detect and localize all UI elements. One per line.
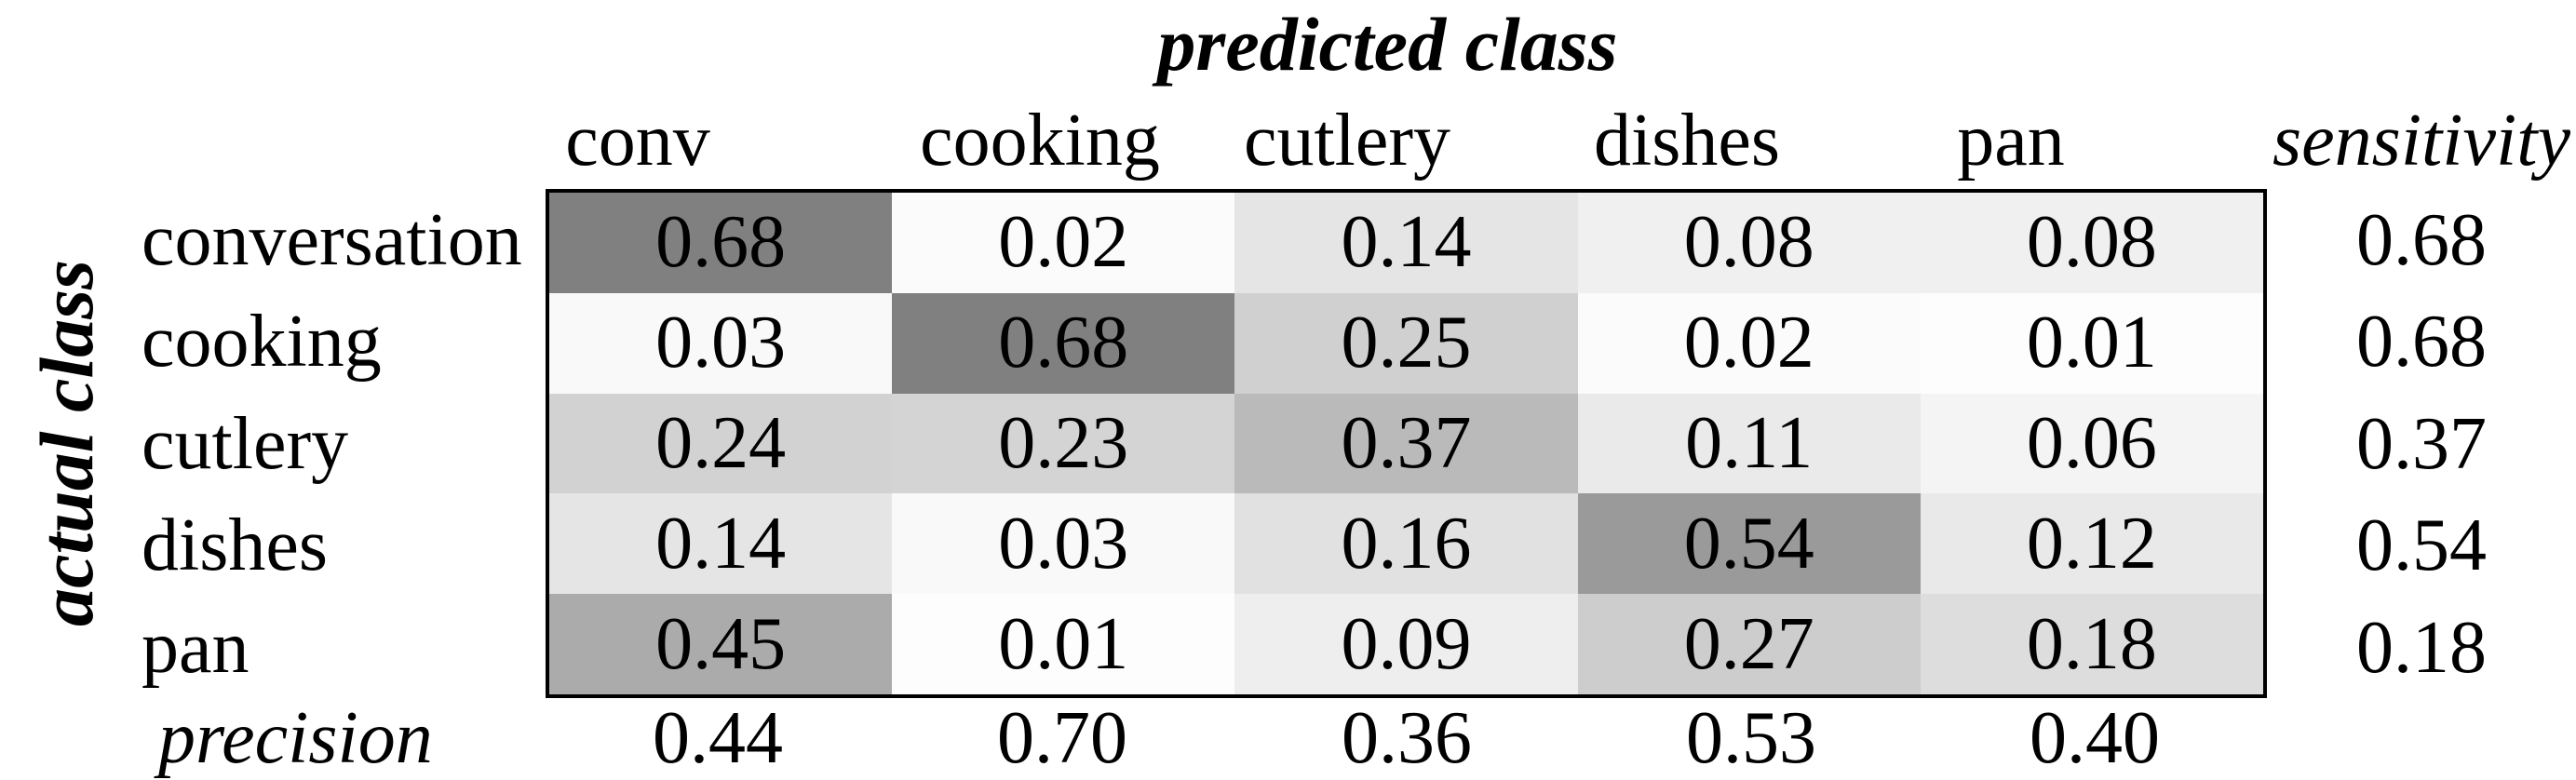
actual-class-axis-title: actual class [24, 259, 109, 627]
row-label-conversation: conversation [142, 198, 522, 281]
precision-value-conv: 0.44 [653, 696, 783, 779]
matrix-cell-r1c0: 0.03 [549, 292, 893, 394]
matrix-cell-r1c1: 0.68 [892, 292, 1235, 394]
sensitivity-value-dishes: 0.54 [2356, 504, 2487, 586]
matrix-cell-r4c4: 0.18 [1920, 594, 2263, 694]
col-header-cutlery: cutlery [1243, 99, 1451, 182]
matrix-cell-r4c1: 0.01 [892, 594, 1235, 694]
sensitivity-value-cutlery: 0.37 [2356, 402, 2487, 485]
matrix-cell-r3c2: 0.16 [1234, 493, 1578, 595]
matrix-cell-r3c3: 0.54 [1577, 493, 1921, 595]
sensitivity-value-cooking: 0.68 [2356, 300, 2487, 383]
precision-value-pan: 0.40 [2030, 696, 2160, 779]
precision-row-label: precision [158, 696, 433, 779]
row-label-cooking: cooking [142, 300, 382, 383]
col-header-sensitivity: sensitivity [2273, 99, 2570, 182]
row-label-cutlery: cutlery [142, 402, 349, 485]
matrix-cell-r2c4: 0.06 [1920, 393, 2263, 494]
matrix-cell-r4c0: 0.45 [549, 594, 893, 694]
matrix-cell-r4c2: 0.09 [1234, 594, 1578, 694]
sensitivity-value-conversation: 0.68 [2356, 198, 2487, 281]
matrix-cell-r2c0: 0.24 [549, 393, 893, 494]
predicted-class-axis-title: predicted class [1157, 2, 1618, 87]
row-label-pan: pan [142, 606, 250, 689]
matrix-cell-r1c3: 0.02 [1577, 292, 1921, 394]
row-label-dishes: dishes [142, 504, 328, 586]
precision-value-dishes: 0.53 [1686, 696, 1816, 779]
matrix-cell-r1c4: 0.01 [1920, 292, 2263, 394]
matrix-cell-r0c2: 0.14 [1234, 193, 1578, 293]
col-header-conv: conv [565, 99, 710, 182]
col-header-dishes: dishes [1594, 99, 1780, 182]
matrix-cell-r2c1: 0.23 [892, 393, 1235, 494]
matrix-cell-r4c3: 0.27 [1577, 594, 1921, 694]
matrix-cell-r3c4: 0.12 [1920, 493, 2263, 595]
matrix-cell-r1c2: 0.25 [1234, 292, 1578, 394]
sensitivity-value-pan: 0.18 [2356, 606, 2487, 689]
matrix-cell-r3c1: 0.03 [892, 493, 1235, 595]
matrix-cell-r0c4: 0.08 [1920, 193, 2263, 293]
matrix-cell-r3c0: 0.14 [549, 493, 893, 595]
confusion-matrix-grid: 0.68 0.02 0.14 0.08 0.08 0.03 0.68 0.25 0.02 0.01… [546, 189, 2267, 698]
matrix-cell-r0c0: 0.68 [549, 193, 893, 293]
matrix-cell-r2c3: 0.11 [1577, 393, 1921, 494]
col-header-cooking: cooking [920, 99, 1160, 182]
col-header-pan: pan [1957, 99, 2065, 182]
precision-value-cooking: 0.70 [997, 696, 1127, 779]
matrix-cell-r0c3: 0.08 [1577, 193, 1921, 293]
matrix-cell-r0c1: 0.02 [892, 193, 1235, 293]
precision-value-cutlery: 0.36 [1342, 696, 1472, 779]
matrix-cell-r2c2: 0.37 [1234, 393, 1578, 494]
